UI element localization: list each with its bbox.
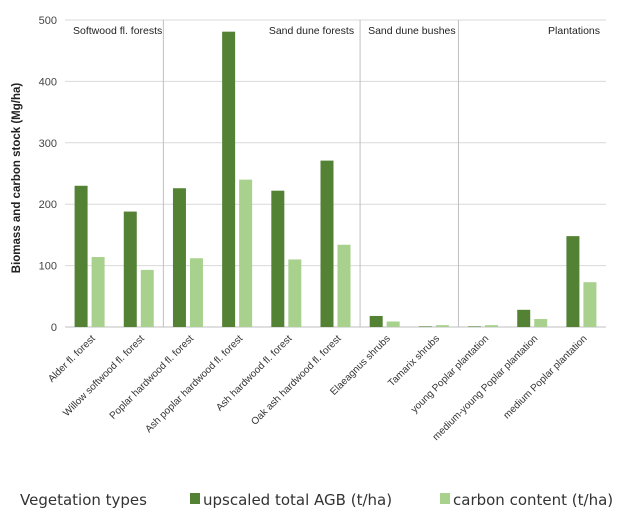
- legend-swatch-agb: [190, 493, 200, 504]
- y-axis-ticks: 0 100 200 300 400 500: [39, 15, 57, 334]
- y-tick-label: 100: [39, 261, 57, 273]
- group-label: Softwood fl. forests: [73, 25, 162, 37]
- agb-bar: [369, 315, 383, 327]
- x-category-label: Poplar hardwood fl. forest: [108, 333, 197, 422]
- y-tick-label: 0: [51, 322, 57, 334]
- legend-swatch-carbon: [440, 493, 450, 504]
- agb-bar: [517, 309, 531, 327]
- carbon-bar: [337, 244, 351, 327]
- carbon-bar: [91, 257, 105, 327]
- x-category-label: medium-young Poplar plantation: [431, 333, 541, 443]
- bars: [74, 31, 597, 327]
- carbon-bar: [140, 269, 154, 327]
- carbon-bar: [485, 325, 499, 327]
- x-category-label: Willow softwood fl. forest: [61, 333, 147, 419]
- x-category-label: medium Poplar plantation: [502, 333, 590, 421]
- carbon-bar: [239, 179, 253, 327]
- carbon-bar: [189, 258, 203, 327]
- agb-bar: [468, 326, 482, 327]
- legend: Vegetation types upscaled total AGB (t/h…: [20, 491, 613, 509]
- group-label: Plantations: [548, 25, 600, 37]
- group-label: Sand dune bushes: [368, 25, 456, 37]
- y-tick-label: 200: [39, 199, 57, 211]
- group-labels: Softwood fl. forests Sand dune forests San…: [73, 25, 600, 37]
- agb-bar: [418, 326, 432, 327]
- y-tick-label: 400: [39, 76, 57, 88]
- carbon-bar: [386, 321, 400, 327]
- group-separators: [162, 20, 459, 327]
- agb-bar: [172, 188, 186, 327]
- agb-bar: [271, 190, 285, 327]
- agb-bar: [123, 211, 137, 327]
- x-category-label: Alder fl. forest: [46, 333, 98, 385]
- carbon-bar: [288, 259, 302, 327]
- x-category-label: Oak ash hardwood fl. forest: [249, 333, 343, 427]
- carbon-bar: [583, 282, 597, 327]
- y-tick-label: 500: [39, 15, 57, 27]
- agb-bar: [566, 236, 580, 327]
- x-category-label: Tamarix shrubs: [386, 333, 442, 389]
- y-axis-label: Biomass and carbon stock (Mg/ha): [11, 83, 23, 274]
- legend-label-carbon: carbon content (t/ha): [453, 491, 613, 509]
- agb-bar: [320, 160, 334, 327]
- agb-bar: [222, 31, 236, 327]
- agb-bar: [74, 185, 88, 327]
- carbon-bar: [534, 319, 548, 327]
- carbon-bar: [435, 325, 449, 327]
- x-axis-title: Vegetation types: [20, 491, 147, 509]
- y-tick-label: 300: [39, 138, 57, 150]
- grid-lines: [65, 19, 606, 328]
- x-category-label: Ash poplar hardwood fl. forest: [144, 333, 246, 435]
- legend-label-agb: upscaled total AGB (t/ha): [203, 491, 392, 509]
- group-label: Sand dune forests: [269, 25, 354, 37]
